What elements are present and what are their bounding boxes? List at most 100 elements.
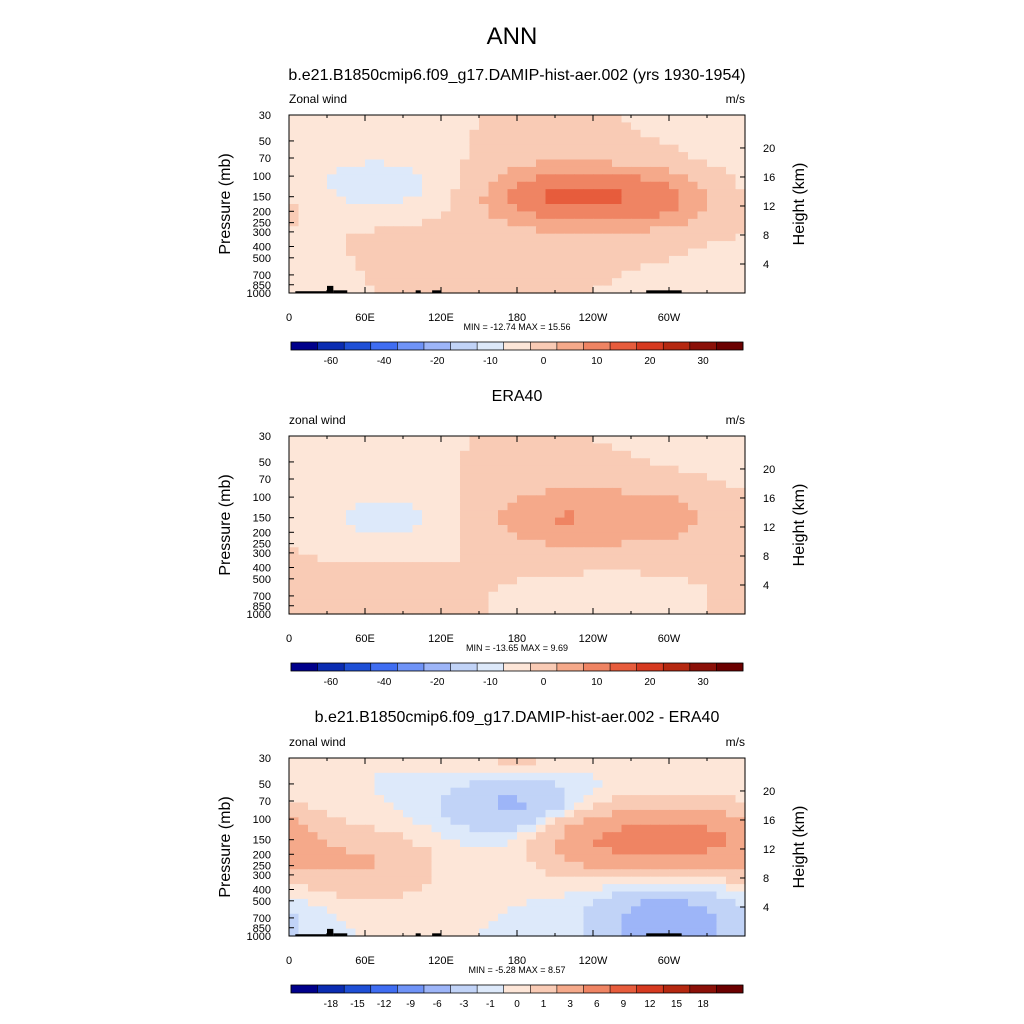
field-cell xyxy=(697,758,708,767)
field-cell xyxy=(327,450,338,459)
field-cell xyxy=(669,765,680,774)
field-cell xyxy=(564,576,575,585)
field-cell xyxy=(460,591,471,600)
field-cell xyxy=(621,129,632,138)
field-cell xyxy=(669,599,680,608)
field-cell xyxy=(697,174,708,183)
field-cell xyxy=(688,122,699,131)
field-cell xyxy=(602,832,613,841)
field-cell xyxy=(384,913,395,922)
land-block xyxy=(327,285,334,293)
field-cell xyxy=(583,510,594,519)
field-cell xyxy=(631,189,642,198)
field-cell xyxy=(555,211,566,220)
field-cell xyxy=(327,122,338,131)
land-mask xyxy=(295,928,682,936)
field-cell xyxy=(346,270,357,279)
field-cell xyxy=(583,539,594,548)
field-cell xyxy=(393,241,404,250)
field-cell xyxy=(517,450,528,459)
field-cell xyxy=(536,218,547,227)
field-cell xyxy=(564,122,575,131)
field-cell xyxy=(469,263,480,272)
field-cell xyxy=(469,884,480,893)
field-cell xyxy=(441,765,452,774)
field-cell xyxy=(374,891,385,900)
field-cell xyxy=(716,241,727,250)
field-cell xyxy=(688,181,699,190)
field-cell xyxy=(536,847,547,856)
field-cell xyxy=(317,898,328,907)
field-cell xyxy=(583,465,594,474)
field-cell xyxy=(450,487,461,496)
field-cell xyxy=(346,884,357,893)
pressure-tick-label: 400 xyxy=(253,241,271,253)
field-cell xyxy=(488,584,499,593)
colorbar-label: 9 xyxy=(621,999,627,1010)
field-cell xyxy=(574,487,585,496)
field-cell xyxy=(460,824,471,833)
field-cell xyxy=(716,196,727,205)
field-cell xyxy=(317,115,328,124)
field-cell xyxy=(640,152,651,161)
field-cell xyxy=(735,562,746,571)
field-cell xyxy=(507,795,518,804)
field-cell xyxy=(327,906,338,915)
field-cell xyxy=(507,869,518,878)
field-cell xyxy=(602,547,613,556)
field-cell xyxy=(621,869,632,878)
field-cell xyxy=(488,869,499,878)
field-cell xyxy=(403,480,414,489)
field-cell xyxy=(517,809,528,818)
height-tick-label: 8 xyxy=(763,230,769,242)
field-cell xyxy=(431,758,442,767)
field-cell xyxy=(346,876,357,885)
field-cell xyxy=(355,928,366,937)
field-cell xyxy=(450,241,461,250)
field-cell xyxy=(479,495,490,504)
field-cell xyxy=(631,547,642,556)
field-cell xyxy=(393,270,404,279)
field-cell xyxy=(688,189,699,198)
field-cell xyxy=(545,913,556,922)
field-cell xyxy=(289,450,300,459)
field-cell xyxy=(659,913,670,922)
field-cell xyxy=(289,174,300,183)
field-cell xyxy=(507,436,518,445)
field-cell xyxy=(479,255,490,264)
field-cell xyxy=(384,824,395,833)
field-cell xyxy=(479,465,490,474)
field-cell xyxy=(602,869,613,878)
field-cell xyxy=(545,443,556,452)
field-cell xyxy=(536,458,547,467)
field-cell xyxy=(707,487,718,496)
field-cell xyxy=(403,189,414,198)
field-cell xyxy=(336,487,347,496)
field-cell xyxy=(450,211,461,220)
field-cell xyxy=(393,450,404,459)
field-cell xyxy=(574,802,585,811)
field-cell xyxy=(431,584,442,593)
field-cell xyxy=(707,839,718,848)
field-cell xyxy=(716,891,727,900)
field-cell xyxy=(583,255,594,264)
colorbar-swatch xyxy=(370,985,398,993)
field-cell xyxy=(545,906,556,915)
field-cell xyxy=(422,562,433,571)
field-cell xyxy=(422,285,433,294)
field-cell xyxy=(612,174,623,183)
field-cell xyxy=(640,189,651,198)
field-cell xyxy=(384,547,395,556)
field-cell xyxy=(697,772,708,781)
field-cell xyxy=(612,502,623,511)
field-cell xyxy=(479,891,490,900)
field-cell xyxy=(289,562,300,571)
field-cell xyxy=(697,787,708,796)
field-cell xyxy=(536,473,547,482)
field-cell xyxy=(669,487,680,496)
colorbar-label: 10 xyxy=(591,356,603,367)
field-cell xyxy=(336,876,347,885)
field-cell xyxy=(431,270,442,279)
colorbar-swatch xyxy=(636,663,664,671)
pressure-tick-label: 70 xyxy=(259,153,271,165)
